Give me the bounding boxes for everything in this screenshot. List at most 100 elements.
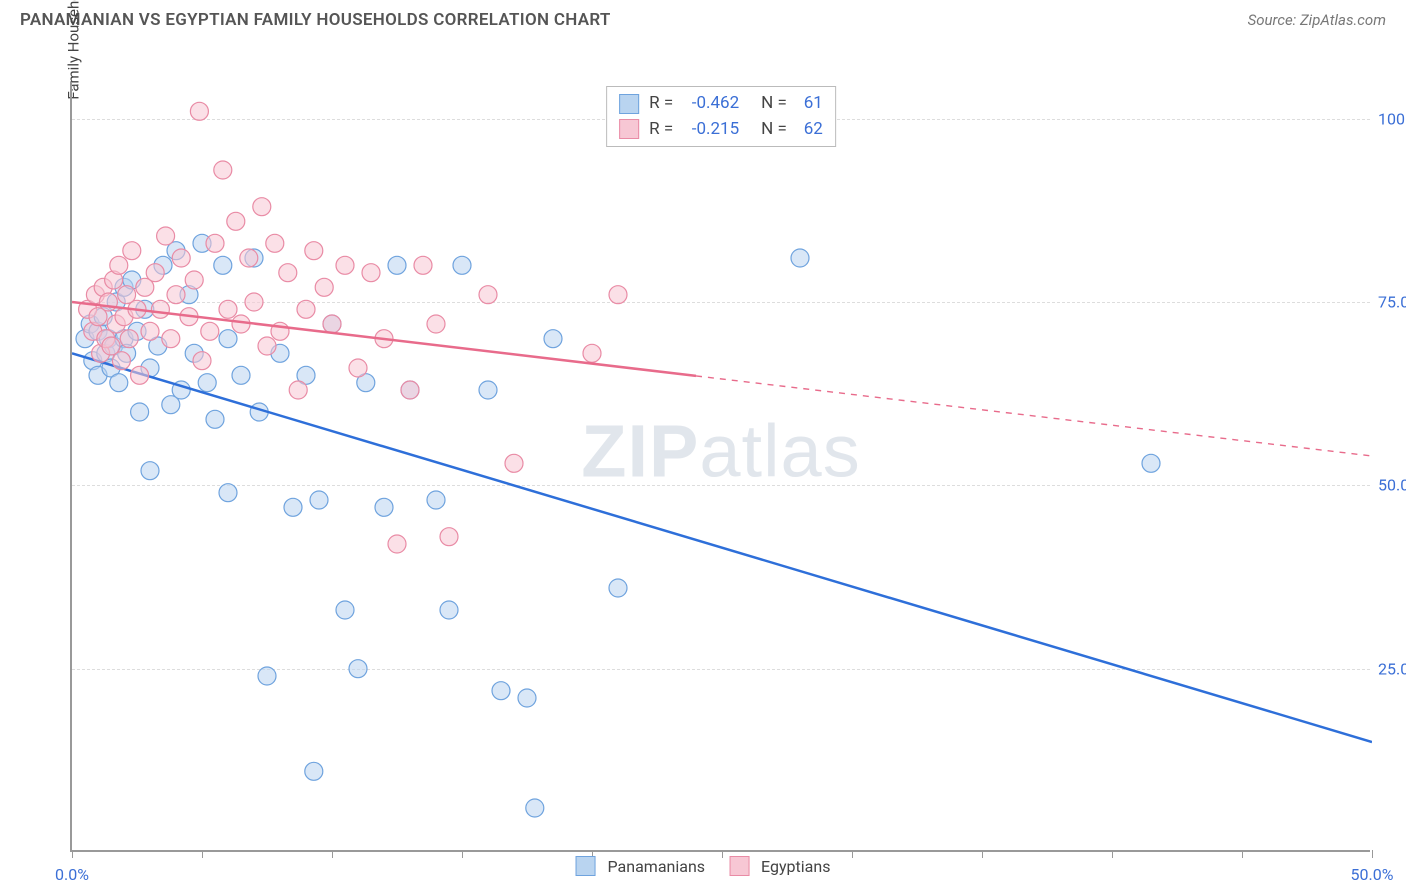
data-point (253, 198, 271, 216)
data-point (105, 337, 123, 355)
legend-swatch (619, 94, 639, 114)
x-tick (1372, 850, 1373, 858)
data-point (201, 322, 219, 340)
data-point (219, 484, 237, 502)
y-tick-label: 75.0% (1378, 293, 1406, 312)
data-point (115, 278, 133, 296)
series-legend: Panamanians Egyptians (576, 856, 831, 876)
data-point (479, 286, 497, 304)
data-point (94, 308, 112, 326)
legend-r-value: -0.215 (679, 117, 739, 143)
data-point (232, 315, 250, 333)
legend-item: Panamanians (576, 856, 706, 876)
data-point (310, 491, 328, 509)
data-point (258, 667, 276, 685)
data-point (427, 491, 445, 509)
data-point (440, 601, 458, 619)
legend-r-label: R = (649, 117, 673, 143)
legend-r-label: R = (649, 91, 673, 117)
data-point (110, 374, 128, 392)
data-point (89, 366, 107, 384)
data-point (362, 264, 380, 282)
scatter-svg (72, 82, 1372, 852)
data-point (791, 249, 809, 267)
data-point (526, 799, 544, 817)
x-tick-label: 50.0% (1351, 865, 1394, 884)
data-point (1142, 454, 1160, 472)
data-point (505, 454, 523, 472)
data-point (297, 300, 315, 318)
data-point (141, 322, 159, 340)
data-point (131, 366, 149, 384)
regression-line-dashed (696, 376, 1372, 456)
data-point (110, 256, 128, 274)
data-point (84, 352, 102, 370)
x-tick (332, 850, 333, 858)
data-point (172, 249, 190, 267)
data-point (336, 256, 354, 274)
data-point (185, 271, 203, 289)
data-point (544, 330, 562, 348)
data-point (105, 271, 123, 289)
data-point (146, 264, 164, 282)
data-point (89, 308, 107, 326)
correlation-legend: R =-0.462N =61R =-0.215N =62 (606, 86, 836, 147)
chart-header: PANAMANIAN VS EGYPTIAN FAMILY HOUSEHOLDS… (0, 0, 1406, 36)
data-point (271, 344, 289, 362)
legend-series-name: Egyptians (761, 857, 830, 876)
data-point (185, 344, 203, 362)
data-point (305, 242, 323, 260)
data-point (206, 410, 224, 428)
data-point (583, 344, 601, 362)
data-point (375, 330, 393, 348)
legend-r-value: -0.462 (679, 91, 739, 117)
x-tick (852, 850, 853, 858)
regression-line (72, 353, 1372, 742)
data-point (141, 462, 159, 480)
legend-swatch (619, 119, 639, 139)
data-point (76, 330, 94, 348)
legend-n-value: 61 (793, 91, 823, 117)
legend-series-name: Panamanians (608, 857, 706, 876)
data-point (92, 344, 110, 362)
y-tick-label: 100.0% (1378, 109, 1406, 128)
data-point (79, 300, 97, 318)
data-point (289, 381, 307, 399)
data-point (136, 300, 154, 318)
data-point (118, 286, 136, 304)
data-point (388, 535, 406, 553)
data-point (414, 256, 432, 274)
y-tick-label: 25.0% (1378, 659, 1406, 678)
data-point (375, 498, 393, 516)
data-point (131, 403, 149, 421)
data-point (94, 278, 112, 296)
watermark: ZIPatlas (581, 408, 860, 493)
data-point (232, 366, 250, 384)
data-point (102, 359, 120, 377)
chart-title: PANAMANIAN VS EGYPTIAN FAMILY HOUSEHOLDS… (20, 10, 611, 30)
data-point (388, 256, 406, 274)
data-point (479, 381, 497, 399)
data-point (118, 344, 136, 362)
data-point (84, 322, 102, 340)
chart-source: Source: ZipAtlas.com (1248, 11, 1386, 29)
data-point (336, 601, 354, 619)
data-point (266, 234, 284, 252)
gridline (72, 669, 1370, 670)
y-tick-label: 50.0% (1378, 476, 1406, 495)
data-point (97, 330, 115, 348)
data-point (141, 359, 159, 377)
data-point (206, 234, 224, 252)
data-point (609, 579, 627, 597)
legend-n-label: N = (761, 117, 787, 143)
data-point (162, 396, 180, 414)
data-point (180, 308, 198, 326)
x-tick (202, 850, 203, 858)
x-tick-label: 0.0% (55, 865, 89, 884)
x-tick (982, 850, 983, 858)
plot-area: ZIPatlas R =-0.462N =61R =-0.215N =62 25… (70, 82, 1370, 852)
data-point (219, 300, 237, 318)
data-point (323, 315, 341, 333)
data-point (401, 381, 419, 399)
regression-line (72, 302, 696, 376)
